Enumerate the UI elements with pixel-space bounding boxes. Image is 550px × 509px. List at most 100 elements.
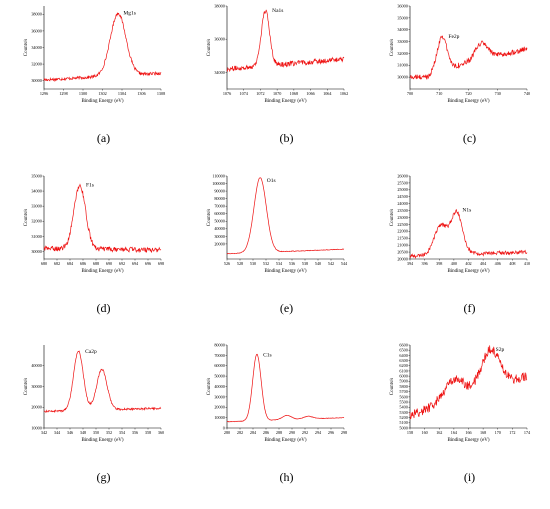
x-tick-label: 408 — [509, 261, 515, 266]
x-axis-label: Binding Energy (eV) — [81, 99, 123, 104]
x-axis-label: Binding Energy (eV) — [264, 269, 306, 274]
x-tick-label: 402 — [465, 261, 471, 266]
x-tick-label: 528 — [237, 261, 243, 266]
spectrum-line — [43, 350, 162, 414]
y-tick-label: 21000 — [397, 243, 407, 248]
x-tick-label: 352 — [106, 430, 112, 435]
x-tick-label: 298 — [341, 430, 347, 435]
x-tick-label: 1304 — [118, 91, 127, 96]
y-tick-label: 30000 — [397, 75, 407, 80]
spectrum-panel-2: 1076 1074 1072 1070 1068 1066 1064 1062 34000 360… — [195, 0, 378, 170]
x-tick-label: 544 — [341, 261, 348, 266]
x-tick-label: 288 — [276, 430, 282, 435]
x-tick-label: 1066 — [306, 91, 314, 96]
y-tick-label: 31000 — [31, 234, 41, 239]
panel-caption: (d) — [96, 301, 111, 315]
spectrum-chart-svg: 1076 1074 1072 1070 1068 1066 1064 1062 34000 360… — [207, 3, 348, 104]
peak-label: F1s — [86, 183, 94, 189]
y-axis-label: Counts/s — [24, 39, 29, 57]
y-tick-label: 30000 — [31, 384, 41, 389]
x-tick-label: 542 — [328, 261, 334, 266]
y-tick-label: 32000 — [31, 62, 41, 67]
x-tick-label: 398 — [436, 261, 442, 266]
y-tick-label: 33000 — [397, 39, 407, 44]
panel-caption: (f) — [463, 301, 476, 315]
y-tick-label: 5000 — [399, 425, 407, 430]
x-tick-label: 174 — [524, 430, 531, 435]
y-tick-label: 6100 — [399, 368, 407, 373]
x-tick-label: 350 — [93, 430, 99, 435]
y-axis-label: Counts/s — [24, 378, 29, 396]
x-tick-label: 172 — [509, 430, 515, 435]
spectrum-chart-svg: 394 396 398 400 402 404 406 408 410 20000 20500210… — [390, 173, 530, 274]
x-tick-label: 284 — [250, 430, 257, 435]
y-tick-label: 50000 — [214, 219, 224, 224]
x-tick-label: 684 — [67, 261, 74, 266]
y-tick-label: 36000 — [397, 3, 407, 8]
x-tick-label: 1062 — [340, 91, 348, 96]
x-tick-label: 1298 — [59, 91, 67, 96]
spectrum-panel-5: 526 528 530 532 534 536 538 540 542 544 20000 30000… — [195, 170, 378, 340]
y-tick-label: 60000 — [214, 363, 224, 368]
panel-caption: (i) — [463, 470, 476, 484]
y-tick-label: 20500 — [397, 249, 407, 254]
x-tick-label: 292 — [302, 430, 308, 435]
y-tick-label: 25000 — [397, 187, 407, 192]
y-tick-label: 21500 — [397, 236, 407, 241]
y-tick-label: 5200 — [399, 415, 407, 420]
x-axis-label: Binding Energy (eV) — [447, 99, 489, 104]
x-tick-label: 540 — [315, 261, 321, 266]
y-tick-label: 5500 — [399, 399, 407, 404]
y-axis-label: Counts/s — [207, 209, 212, 227]
x-tick-label: 1074 — [240, 91, 249, 96]
y-tick-label: 5100 — [399, 420, 407, 425]
spectrum-line — [409, 35, 528, 80]
y-tick-label: 35000 — [31, 173, 41, 178]
spectrum-chart-svg: 700 710 720 730 740 30000 31000 32000 33000 34000… — [390, 3, 530, 104]
x-tick-label: 694 — [132, 261, 139, 266]
y-tick-label: 33000 — [31, 204, 41, 209]
x-tick-label: 282 — [237, 430, 243, 435]
spectrum-line — [226, 9, 345, 73]
x-tick-label: 696 — [145, 261, 151, 266]
x-tick-label: 1068 — [290, 91, 298, 96]
y-tick-label: 40000 — [214, 384, 224, 389]
x-tick-label: 346 — [67, 430, 73, 435]
x-axis-label: Binding Energy (eV) — [264, 99, 306, 104]
spectrum-line — [226, 177, 345, 255]
x-tick-label: 1308 — [157, 91, 165, 96]
y-tick-label: 10000 — [31, 425, 41, 430]
spectrum-chart-svg: 1296 1298 1300 1302 1304 1306 1308 30000 32000 34… — [24, 6, 165, 104]
x-tick-label: 394 — [407, 261, 414, 266]
y-tick-label: 110000 — [212, 173, 224, 178]
y-tick-label: 22500 — [397, 222, 407, 227]
x-tick-label: 1076 — [223, 91, 231, 96]
x-tick-label: 280 — [224, 430, 230, 435]
y-tick-label: 5600 — [399, 394, 407, 399]
y-tick-label: 24500 — [397, 194, 407, 199]
panel-caption: (c) — [462, 131, 477, 145]
x-tick-label: 688 — [93, 261, 99, 266]
y-tick-label: 32000 — [31, 219, 41, 224]
x-tick-label: 404 — [480, 261, 487, 266]
y-tick-label: 36000 — [31, 28, 41, 33]
peak-label: Mg1s — [123, 11, 136, 17]
x-tick-label: 698 — [158, 261, 164, 266]
spectrum-panel-9: 158 160 162 164 166 168 170 172 174 5000 5100 5200 5… — [378, 339, 550, 509]
x-tick-label: 396 — [421, 261, 427, 266]
x-tick-label: 680 — [41, 261, 47, 266]
x-axis-label: Binding Energy (eV) — [81, 438, 123, 443]
y-tick-label: 60000 — [214, 211, 224, 216]
panel-caption: (g) — [96, 470, 111, 484]
y-tick-label: 90000 — [214, 188, 224, 193]
y-axis-label: Counts/s — [24, 209, 29, 227]
y-tick-label: 24000 — [397, 201, 407, 206]
x-tick-label: 1064 — [323, 91, 332, 96]
spectrum-line — [409, 208, 528, 259]
y-tick-label: 50000 — [214, 374, 224, 379]
spectrum-panel-8: 280 282 284 286 288 290 292 294 296 298 0 10000 2000… — [195, 339, 378, 509]
x-tick-label: 526 — [224, 261, 230, 266]
y-tick-label: 6200 — [399, 363, 407, 368]
y-tick-label: 5700 — [399, 389, 407, 394]
y-tick-label: 20000 — [214, 241, 224, 246]
